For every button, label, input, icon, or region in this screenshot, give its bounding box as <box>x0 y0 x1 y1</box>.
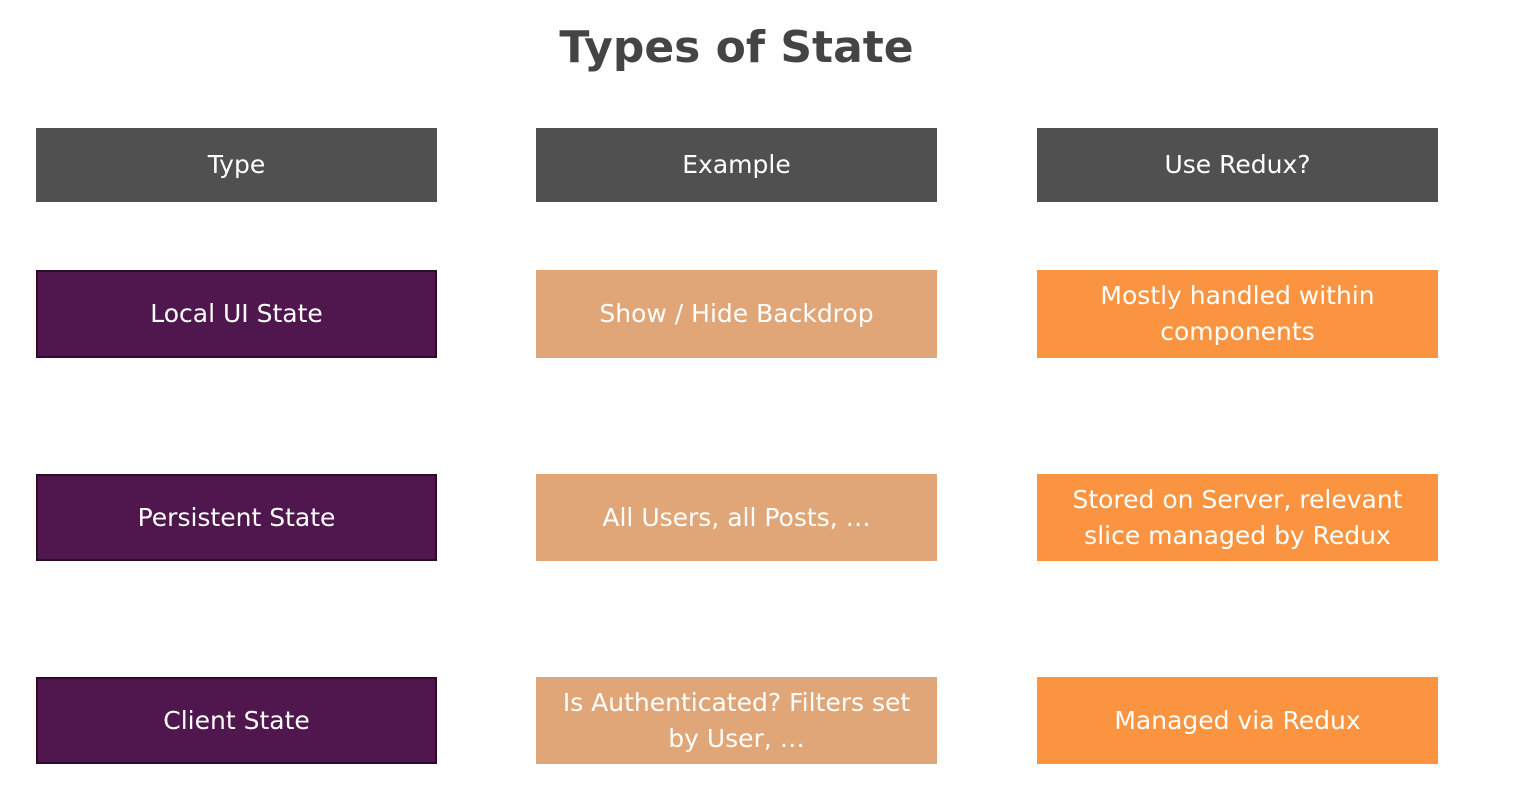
example-cell-persistent-state: All Users, all Posts, … <box>536 474 937 561</box>
header-example: Example <box>536 128 937 202</box>
redux-cell-persistent-state: Stored on Server, relevant slice managed… <box>1037 474 1438 561</box>
type-cell-local-ui-state: Local UI State <box>36 270 437 358</box>
type-cell-client-state: Client State <box>36 677 437 764</box>
example-cell-client-state: Is Authenticated? Filters set by User, … <box>536 677 937 764</box>
redux-cell-local-ui-state: Mostly handled within components <box>1037 270 1438 358</box>
header-type: Type <box>36 128 437 202</box>
page-title: Types of State <box>559 22 914 73</box>
redux-cell-client-state: Managed via Redux <box>1037 677 1438 764</box>
type-cell-persistent-state: Persistent State <box>36 474 437 561</box>
example-cell-local-ui-state: Show / Hide Backdrop <box>536 270 937 358</box>
header-use-redux: Use Redux? <box>1037 128 1438 202</box>
